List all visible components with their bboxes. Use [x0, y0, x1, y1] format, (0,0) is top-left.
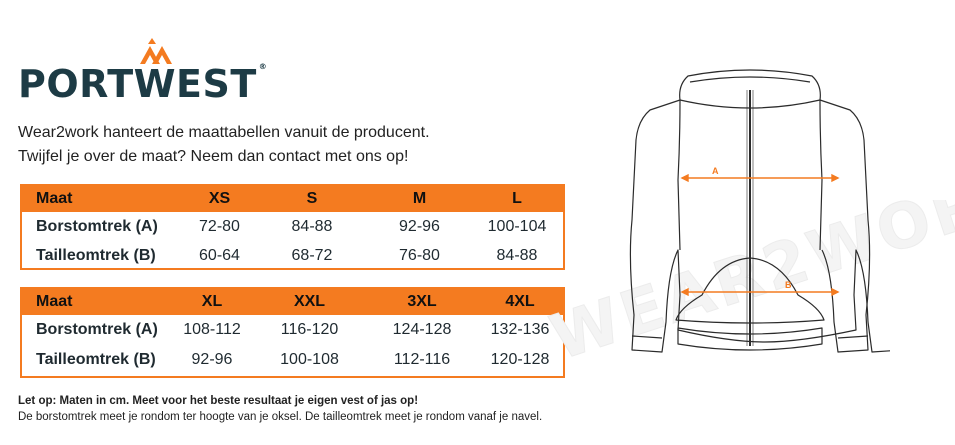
jacket-cuffs	[631, 335, 869, 339]
size-table-2: Maat XL XXL 3XL 4XL Borstomtrek (A) 108-…	[20, 287, 565, 378]
registered-mark: ®	[258, 62, 268, 71]
jacket-shoulders	[677, 99, 823, 251]
header-cell: L	[512, 190, 522, 207]
table-cell: 68-72	[291, 246, 333, 264]
jacket-body-outline	[629, 99, 890, 353]
header-cell: S	[306, 190, 318, 207]
row-label: Tailleomtrek (B)	[36, 246, 156, 264]
measurement-note: Let op: Maten in cm. Meet voor het beste…	[18, 393, 542, 425]
table-cell: 84-88	[496, 246, 538, 264]
table-cell: 72-80	[199, 217, 240, 235]
table-cell: 60-64	[199, 246, 240, 264]
table-cell: 132-136	[490, 321, 550, 338]
intro-line-1: Wear2work hanteert de maattabellen vanui…	[18, 124, 430, 141]
table-header: Maat XL XXL 3XL 4XL	[22, 289, 563, 315]
header-cell: Maat	[36, 190, 73, 207]
table-cell: 116-120	[280, 321, 339, 338]
table-cell: 120-128	[490, 351, 550, 368]
portwest-logo: PORTWEST ®	[18, 38, 268, 106]
table-row: Tailleomtrek (B) 92-96 100-108 112-116 1…	[22, 345, 563, 375]
table-cell: 100-108	[280, 351, 339, 368]
header-cell: XL	[201, 293, 223, 310]
table-row: Borstomtrek (A) 108-112 116-120 124-128 …	[22, 315, 563, 345]
header-cell: M	[412, 190, 427, 207]
logo-mark-icon	[140, 38, 172, 64]
jacket-right-side	[819, 99, 871, 353]
intro-line-2: Twijfel je over de maat? Neem dan contac…	[18, 148, 409, 165]
table-cell: 84-88	[291, 217, 333, 235]
jacket-collar	[679, 69, 821, 109]
header-cell: XXL	[293, 293, 326, 310]
jacket-diagram: A B	[629, 69, 890, 353]
header-cell: 4XL	[505, 293, 535, 310]
table-cell: 108-112	[183, 321, 241, 338]
header-cell: 3XL	[407, 293, 437, 310]
header-cell: XS	[208, 190, 231, 207]
brand-name: PORTWEST ®	[18, 62, 268, 106]
label-a: A	[712, 166, 719, 176]
table-cell: 92-96	[399, 217, 440, 235]
table-cell: 100-104	[487, 217, 547, 235]
table-cell: 92-96	[191, 351, 233, 368]
table-row: Borstomtrek (A) 72-80 84-88 92-96 100-10…	[22, 212, 563, 241]
note-bold: Let op: Maten in cm. Meet voor het beste…	[18, 395, 419, 407]
size-table-1: Maat XS S M L Borstomtrek (A) 72-80 84-8…	[20, 184, 565, 270]
table-cell: 112-116	[393, 351, 451, 368]
row-label: Borstomtrek (A)	[36, 217, 158, 235]
intro-text: Wear2work hanteert de maattabellen vanui…	[18, 121, 430, 169]
header-cell: Maat	[36, 293, 73, 310]
table-cell: 124-128	[392, 321, 452, 338]
table-header: Maat XS S M L	[22, 186, 563, 212]
table-cell: 76-80	[399, 246, 440, 264]
row-label: Tailleomtrek (B)	[36, 351, 156, 368]
label-b: B	[785, 280, 792, 290]
note-text: De borstomtrek meet je rondom ter hoogte…	[18, 411, 543, 423]
jacket-pocket	[675, 257, 825, 324]
row-label: Borstomtrek (A)	[36, 321, 158, 338]
table-row: Tailleomtrek (B) 60-64 68-72 76-80 84-88	[22, 241, 563, 270]
jacket-waistband	[677, 327, 823, 351]
